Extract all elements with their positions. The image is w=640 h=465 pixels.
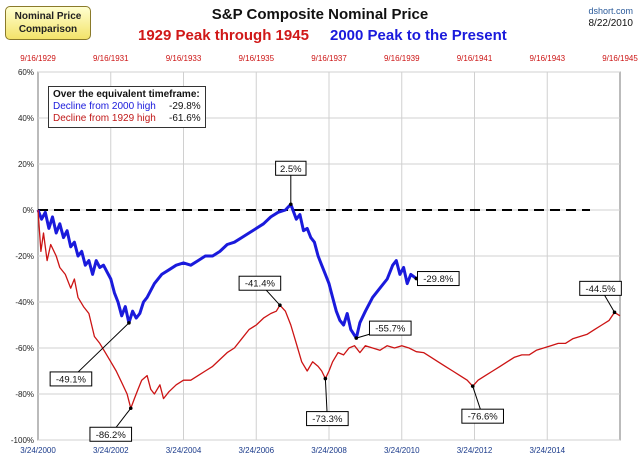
y-tick-label: -20% xyxy=(15,252,34,261)
x-tick-label-bottom: 3/24/2000 xyxy=(20,446,56,455)
x-tick-label-top: 9/16/1945 xyxy=(602,54,638,63)
subtitle-1929: 1929 Peak through 1945 xyxy=(138,27,309,44)
legend-blue-value: -29.8% xyxy=(169,101,201,112)
annotation-box xyxy=(368,320,412,336)
annotation-label: -86.2% xyxy=(96,430,127,441)
x-tick-label-top: 9/16/1929 xyxy=(20,54,56,63)
legend-blue-label: Decline from 2000 high xyxy=(53,101,156,112)
x-tick-label-top: 9/16/1931 xyxy=(93,54,129,63)
annotation-arrowhead xyxy=(289,202,293,207)
annotation-box xyxy=(49,371,93,387)
badge-line-2: Comparison xyxy=(18,24,78,35)
x-tick-label-top: 9/16/1939 xyxy=(384,54,420,63)
annotation-arrowhead xyxy=(127,321,131,325)
x-tick-label-top: 9/16/1937 xyxy=(311,54,347,63)
annotation-label: -29.8% xyxy=(423,274,454,285)
nominal-price-badge: Nominal Price Comparison xyxy=(5,6,91,40)
annotation-box xyxy=(275,160,307,176)
annotation-label: -49.1% xyxy=(56,374,87,385)
x-tick-label-top: 9/16/1933 xyxy=(166,54,202,63)
legend-red-value: -61.6% xyxy=(169,113,201,124)
series-line-1929 xyxy=(37,209,621,409)
x-tick-label-top: 9/16/1941 xyxy=(457,54,493,63)
annotation-box xyxy=(306,411,349,427)
annotation-label: -73.3% xyxy=(312,414,343,425)
legend-red-label: Decline from 1929 high xyxy=(53,113,156,124)
annotation-arrowhead xyxy=(612,310,617,315)
annotation-arrowhead xyxy=(354,336,359,340)
series-line-2000 xyxy=(36,202,418,340)
y-tick-label: -40% xyxy=(15,298,34,307)
annotation-arrowhead xyxy=(470,384,475,388)
legend-row-red: Decline from 1929 high -61.6% xyxy=(53,113,201,125)
annotation-box xyxy=(579,280,622,296)
annotation-label: -41.4% xyxy=(245,279,276,290)
y-tick-label: -60% xyxy=(15,344,34,353)
annotation-arrowhead xyxy=(278,303,282,308)
x-tick-label-top: 9/16/1935 xyxy=(238,54,274,63)
x-tick-label-bottom: 3/24/2012 xyxy=(457,446,493,455)
x-tick-label-bottom: 3/24/2004 xyxy=(166,446,202,455)
date-label: 8/22/2010 xyxy=(588,18,634,29)
x-tick-label-bottom: 3/24/2014 xyxy=(529,446,565,455)
annotation-box xyxy=(238,275,282,291)
annotation-arrowhead xyxy=(128,406,133,411)
annotation-box xyxy=(89,426,133,442)
legend-row-blue: Decline from 2000 high -29.8% xyxy=(53,101,201,113)
chart-title: S&P Composite Nominal Price xyxy=(211,6,429,23)
x-tick-label-bottom: 3/24/2002 xyxy=(93,446,129,455)
y-tick-label: -100% xyxy=(11,436,34,445)
annotation-label: -44.5% xyxy=(585,284,616,295)
source-label: dshort.com xyxy=(588,6,633,16)
annotation-box xyxy=(461,408,504,424)
badge-line-1: Nominal Price xyxy=(14,11,82,22)
annotation-arrowhead xyxy=(323,376,328,381)
x-tick-label-bottom: 3/24/2006 xyxy=(238,446,274,455)
x-tick-label-top: 9/16/1943 xyxy=(529,54,565,63)
x-tick-label-bottom: 3/24/2008 xyxy=(311,446,347,455)
annotation-arrow xyxy=(70,322,130,380)
y-tick-label: -80% xyxy=(15,390,34,399)
legend-box: Over the equivalent timeframe: Decline f… xyxy=(48,86,206,128)
y-tick-label: 0% xyxy=(22,206,34,215)
legend-heading: Over the equivalent timeframe: xyxy=(53,89,200,100)
subtitle-2000: 2000 Peak to the Present xyxy=(330,27,507,44)
x-tick-label-bottom: 3/24/2010 xyxy=(384,446,420,455)
annotation-label: 2.5% xyxy=(280,164,302,175)
y-tick-label: 60% xyxy=(18,68,34,77)
annotation-label: -55.7% xyxy=(375,324,406,335)
annotation-label: -76.6% xyxy=(468,412,499,423)
y-tick-label: 20% xyxy=(18,160,34,169)
y-tick-label: 40% xyxy=(18,114,34,123)
annotation-box xyxy=(417,271,460,287)
